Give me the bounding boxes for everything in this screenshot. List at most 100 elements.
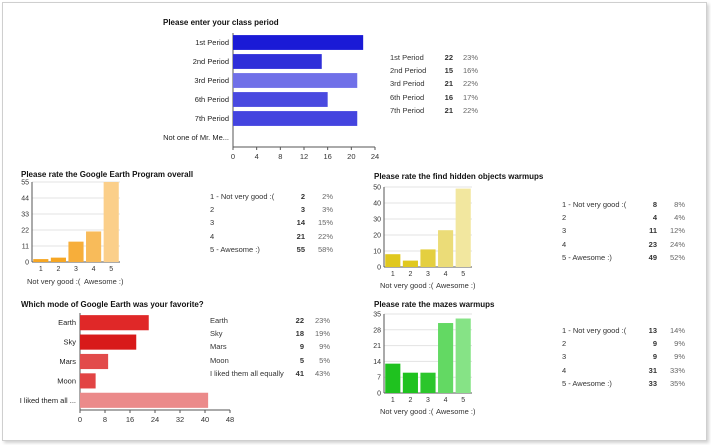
stats-label: 1st Period <box>390 53 424 62</box>
x-tick-label: 5 <box>461 397 465 404</box>
stats-label: Moon <box>210 355 229 365</box>
stats-count: 15 <box>444 66 453 76</box>
stats-percent: 8% <box>674 200 685 209</box>
stats-percent: 52% <box>669 252 685 262</box>
google-earth-overall-chart: 0 11 22 33 44 55 1 2 3 4 5 <box>21 180 120 273</box>
stats-percent: 23% <box>462 53 478 62</box>
stats-label: 5 - Awesome :) <box>210 244 260 254</box>
x-tick-label: 24 <box>371 152 379 161</box>
y-tick-label: 44 <box>21 196 29 203</box>
stats-percent: 4% <box>674 213 685 223</box>
stats-percent: 24% <box>669 239 685 249</box>
x-tick-label: 1 <box>391 397 395 404</box>
y-tick-label: 20 <box>373 233 381 240</box>
stats-count: 3 <box>300 205 305 215</box>
stats-percent: 58% <box>317 244 333 254</box>
stats-row: Sky 18 19% <box>210 329 350 342</box>
stats-row: 3 14 15% <box>210 218 340 231</box>
stats-count: 4 <box>652 213 657 223</box>
stats-label: 4 <box>562 239 567 249</box>
y-tick-label: 0 <box>377 391 381 398</box>
stats-percent: 17% <box>462 92 478 102</box>
stats-row: 2 4 4% <box>562 213 692 226</box>
x-tick-label: 16 <box>126 415 134 424</box>
stats-row: 5 - Awesome :) 33 35% <box>562 379 692 392</box>
stats-row: 2 3 3% <box>210 205 340 218</box>
x-tick-label: 5 <box>109 266 113 273</box>
stats-percent: 19% <box>314 329 330 339</box>
stats-label: 4 <box>210 231 215 241</box>
stats-label: 5 - Awesome :) <box>562 252 612 262</box>
stats-percent: 23% <box>314 316 330 325</box>
stats-label: 3rd Period <box>390 79 425 89</box>
bar <box>455 318 471 393</box>
stats-label: 4 <box>562 365 567 375</box>
stats-label: 1 - Not very good :( <box>562 200 627 209</box>
bar <box>233 92 328 107</box>
stats-row: 3 11 12% <box>562 226 692 239</box>
y-tick-label: 33 <box>21 212 29 219</box>
stats-label: 6th Period <box>390 92 425 102</box>
x-tick-label: 1 <box>39 266 43 273</box>
stats-count: 21 <box>296 231 305 241</box>
stats-row: I liked them all equally 41 43% <box>210 369 350 382</box>
stats-row: 4 31 33% <box>562 366 692 379</box>
stats-row: 1 - Not very good :(13 14% <box>562 326 692 339</box>
favorite-mode-stats: Earth 22 23% Sky 18 19% Mars 9 9% Moon 5 5% I liked … <box>210 316 350 386</box>
scale-high-label: Awesome :) <box>84 277 124 286</box>
scale-low-label: Not very good :( <box>380 281 434 290</box>
stats-label: 1 - Not very good :( <box>562 326 627 335</box>
stats-percent: 22% <box>462 79 478 89</box>
stats-row: 3 9 9% <box>562 352 692 365</box>
stats-row: Moon 5 5% <box>210 356 350 369</box>
bar <box>438 230 454 267</box>
bar <box>68 241 84 262</box>
bar <box>455 188 471 267</box>
favorite-mode-chart: 0 8 16 24 32 40 48 Earth Sky Mars Moon I liked them… <box>20 313 234 424</box>
y-tick-label: 35 <box>373 312 381 319</box>
bar <box>233 73 358 88</box>
stats-label: 3 <box>562 352 567 362</box>
mazes-chart: 0 7 14 21 28 35 1 2 3 4 5 <box>373 312 472 404</box>
x-tick-label: 2 <box>56 266 60 273</box>
x-tick-label: 4 <box>444 397 448 404</box>
stats-row: 3rd Period 21 22% <box>390 79 490 92</box>
stats-percent: 9% <box>674 339 685 349</box>
x-tick-label: 40 <box>201 415 209 424</box>
hidden-objects-chart: 0 10 20 30 40 50 1 2 3 4 5 <box>373 185 472 278</box>
x-tick-label: 4 <box>255 152 259 161</box>
stats-count: 31 <box>648 365 657 375</box>
stats-count: 22 <box>295 316 304 325</box>
stats-percent: 9% <box>674 352 685 362</box>
y-tick-label: 0 <box>377 265 381 272</box>
bar <box>80 373 96 389</box>
stats-percent: 22% <box>462 105 478 115</box>
stats-label: I liked them all equally <box>210 368 284 378</box>
y-tick-label: 40 <box>373 201 381 208</box>
y-tick-label: 11 <box>22 244 29 251</box>
stats-count: 9 <box>299 342 304 352</box>
stats-row: 1 - Not very good :(2 2% <box>210 192 340 205</box>
stats-label: 3 <box>210 218 215 228</box>
category-label: Not one of Mr. Me... <box>163 133 229 142</box>
y-tick-label: 21 <box>373 343 381 350</box>
stats-row: 2nd Period 15 16% <box>390 66 490 79</box>
chart-title: Please rate the find hidden objects warm… <box>374 172 544 181</box>
google-earth-overall-stats: 1 - Not very good :(2 2% 2 3 3% 3 14 15% 4 21 22% 5… <box>210 192 340 262</box>
bar <box>80 315 149 331</box>
bar <box>80 334 137 350</box>
category-label: 1st Period <box>195 38 229 47</box>
stats-row: Earth 22 23% <box>210 316 350 329</box>
category-label: Moon <box>57 376 76 385</box>
bar <box>80 392 209 408</box>
class-period-chart: 0 4 8 12 16 20 24 1st Period 2nd Period 3rd Perio… <box>163 33 379 161</box>
stats-count: 22 <box>444 53 453 62</box>
stats-label: 7th Period <box>390 105 425 115</box>
stats-row: 4 23 24% <box>562 240 692 253</box>
bar <box>233 35 364 50</box>
stats-count: 21 <box>444 79 453 89</box>
x-tick-label: 4 <box>92 266 96 273</box>
bar <box>385 363 401 393</box>
stats-percent: 9% <box>319 342 330 352</box>
category-label: I liked them all ... <box>20 396 76 405</box>
